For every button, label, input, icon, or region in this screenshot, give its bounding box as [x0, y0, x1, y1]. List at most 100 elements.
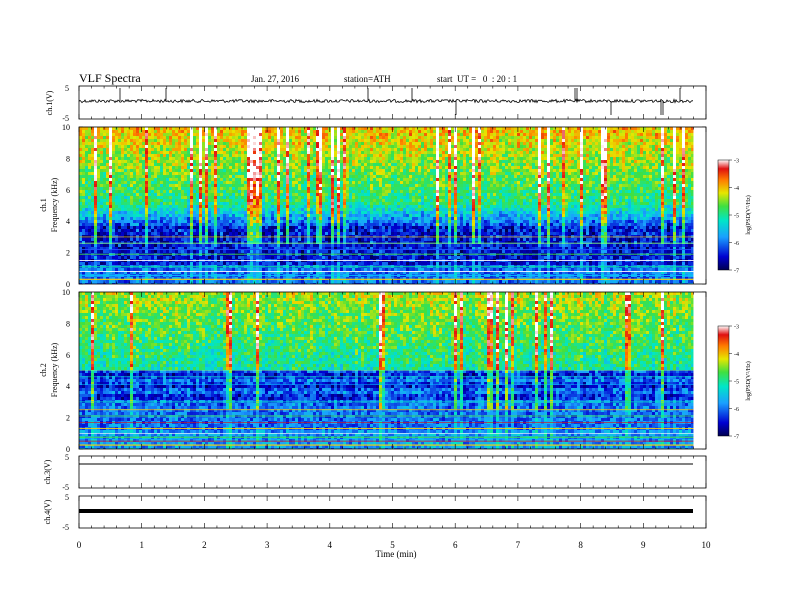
spectrogram-cell: [202, 217, 206, 221]
spectrogram-cell: [319, 199, 323, 203]
spectrogram-cell: [130, 217, 134, 221]
spectrogram-cell: [121, 166, 125, 170]
spectrogram-cell: [127, 169, 131, 173]
spectrogram-cell: [169, 172, 173, 176]
spectrogram-cell: [337, 229, 341, 233]
spectrogram-cell: [298, 211, 302, 215]
spectrogram-cell: [253, 199, 257, 203]
spectrogram-cell: [355, 241, 359, 245]
spectrogram-cell: [346, 184, 350, 188]
spectrogram-cell: [205, 148, 209, 152]
spectrogram-cell: [79, 154, 83, 158]
spectrogram-cell: [283, 283, 287, 284]
spectrogram-cell: [262, 169, 266, 173]
spectrogram-cell: [268, 154, 272, 158]
spectrogram-cell: [220, 151, 224, 155]
spectrogram-cell: [166, 199, 170, 203]
spectrogram-cell: [157, 145, 161, 149]
spectrogram-cell: [334, 256, 338, 260]
spectrogram-cell: [193, 163, 197, 167]
spectrogram-cell: [85, 196, 89, 200]
spectrogram-cell: [169, 154, 173, 158]
spectrogram-cell: [214, 217, 218, 221]
spectrogram-cell: [352, 241, 356, 245]
spectrogram-cell: [169, 253, 173, 257]
spectrogram-cell: [238, 238, 242, 242]
spectrogram-cell: [268, 271, 272, 275]
spectrogram-cell: [97, 178, 101, 182]
spectrogram-cell: [79, 133, 83, 137]
spectrogram-cell: [91, 190, 95, 194]
spectrogram-cell: [154, 154, 158, 158]
spectrogram-cell: [259, 139, 263, 143]
spectrogram-cell: [97, 136, 101, 140]
spectrogram-cell: [304, 247, 308, 251]
spectrogram-cell: [106, 190, 110, 194]
spectrogram-cell: [262, 268, 266, 272]
spectrogram-cell: [289, 172, 293, 176]
spectrogram-cell: [127, 199, 131, 203]
spectrogram-cell: [274, 181, 278, 185]
spectrogram-cell: [295, 217, 299, 221]
spectrogram-cell: [355, 178, 359, 182]
spectrogram-cell: [115, 229, 119, 233]
spectrogram-cell: [310, 277, 314, 281]
spectrogram-cell: [199, 271, 203, 275]
spectrogram-cell: [349, 175, 353, 179]
spectrogram-cell: [289, 148, 293, 152]
spectrogram-cell: [250, 175, 254, 179]
spectrogram-cell: [217, 160, 221, 164]
spectrogram-cell: [247, 139, 251, 143]
spectrogram-cell: [262, 196, 266, 200]
spectrogram-cell: [346, 199, 350, 203]
spectrogram-cell: [319, 226, 323, 230]
spectrogram-cell: [154, 226, 158, 230]
spectrogram-cell: [355, 214, 359, 218]
spectrogram-cell: [196, 151, 200, 155]
spectrogram-cell: [280, 133, 284, 137]
spectrogram-cell: [217, 244, 221, 248]
spectrogram-cell: [88, 181, 92, 185]
spectrogram-cell: [262, 262, 266, 266]
spectrogram-cell: [235, 232, 239, 236]
spectrogram-cell: [109, 232, 113, 236]
spectrogram-cell: [91, 184, 95, 188]
spectrogram-cell: [94, 205, 98, 209]
spectrogram-cell: [298, 172, 302, 176]
spectrogram-cell: [247, 175, 251, 179]
spectrogram-cell: [259, 244, 263, 248]
spectrogram-cell: [271, 184, 275, 188]
spectrogram-cell: [214, 244, 218, 248]
spectrogram-cell: [190, 163, 194, 167]
spectrogram-cell: [283, 160, 287, 164]
spectrogram-cell: [352, 256, 356, 260]
spectrogram-cell: [214, 208, 218, 212]
spectrogram-cell: [247, 169, 251, 173]
spectrogram-cell: [187, 145, 191, 149]
spectrogram-cell: [214, 196, 218, 200]
spectrogram-cell: [205, 127, 209, 131]
spectrogram-cell: [184, 271, 188, 275]
spectrogram-cell: [325, 139, 329, 143]
spectrogram-cell: [298, 181, 302, 185]
spectrogram-cell: [355, 184, 359, 188]
spectrogram-cell: [298, 154, 302, 158]
spectrogram-cell: [277, 181, 281, 185]
spectrogram-cell: [121, 139, 125, 143]
spectrogram-cell: [85, 145, 89, 149]
spectrogram-cell: [337, 148, 341, 152]
spectrogram-cell: [112, 262, 116, 266]
spectrogram-cell: [238, 169, 242, 173]
spectrogram-cell: [106, 253, 110, 257]
spectrogram-cell: [289, 136, 293, 140]
spectrogram-cell: [307, 181, 311, 185]
spectrogram-cell: [328, 175, 332, 179]
spectrogram-cell: [352, 163, 356, 167]
spectrogram-cell: [154, 250, 158, 254]
spectrogram-cell: [334, 169, 338, 173]
spectrogram-cell: [163, 148, 167, 152]
spectrogram-cell: [235, 175, 239, 179]
spectrogram-cell: [304, 238, 308, 242]
spectrogram-cell: [112, 226, 116, 230]
spectrogram-cell: [298, 148, 302, 152]
